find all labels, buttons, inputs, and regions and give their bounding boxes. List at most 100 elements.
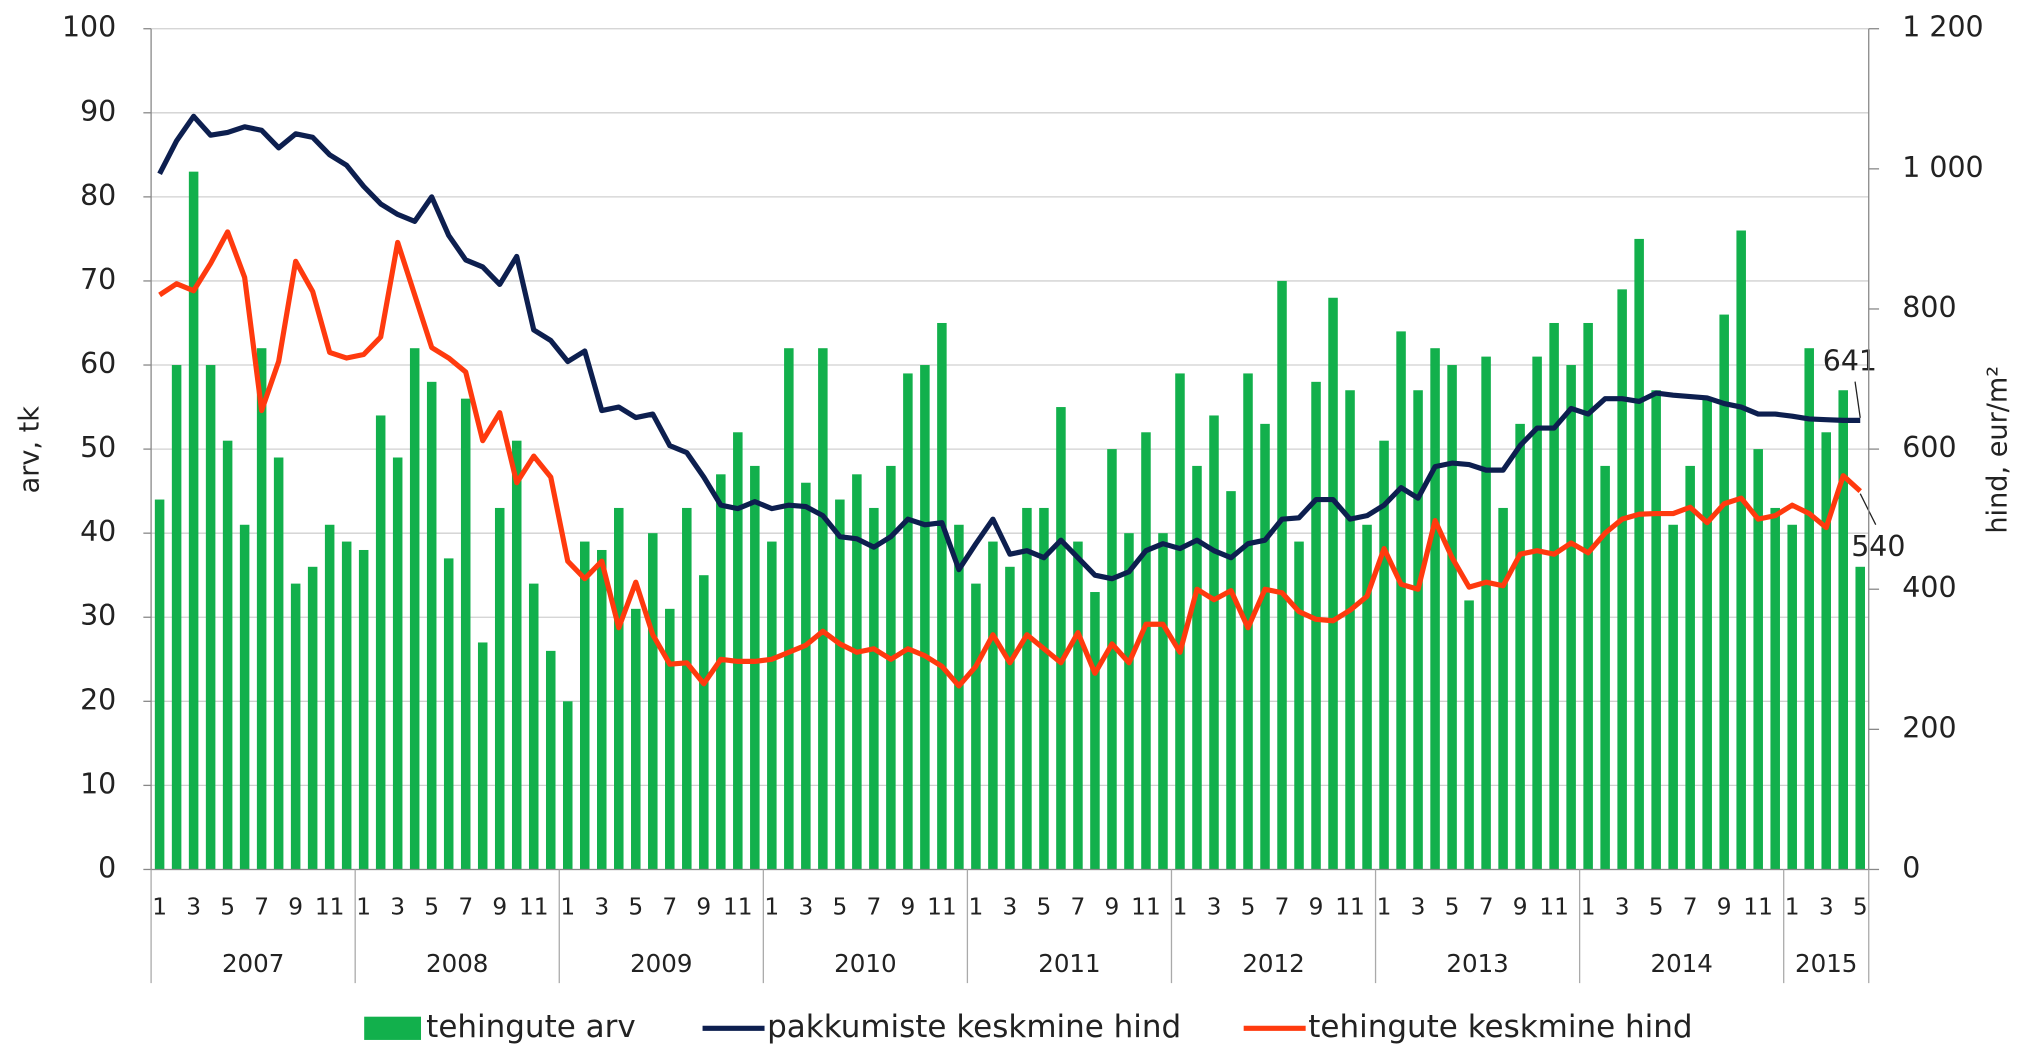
x-tick-label: 7	[866, 894, 881, 921]
x-tick-label: 5	[1037, 894, 1052, 921]
bar	[1039, 507, 1049, 870]
bar	[920, 365, 930, 870]
bar	[341, 541, 352, 870]
x-tick-label: 5	[1853, 894, 1868, 921]
bar	[1566, 365, 1576, 870]
x-tick-label: 5	[424, 894, 439, 921]
bar	[1311, 381, 1321, 870]
y-tick-label: 40	[80, 515, 116, 548]
bar	[1260, 423, 1270, 870]
bar	[1753, 449, 1763, 870]
bar	[477, 642, 488, 870]
y2-tick-label: 800	[1902, 291, 1956, 324]
year-label: 2014	[1650, 949, 1712, 978]
bar	[1362, 524, 1372, 870]
bar	[716, 474, 726, 870]
bar	[1277, 280, 1287, 870]
bar	[1515, 423, 1525, 870]
x-tick-label: 5	[1445, 894, 1460, 921]
year-label: 2008	[426, 949, 488, 978]
x-tick-label: 3	[1411, 894, 1426, 921]
x-tick-label: 3	[1819, 894, 1834, 921]
y-tick-label: 90	[80, 95, 116, 128]
x-tick-label: 11	[1131, 894, 1161, 921]
x-tick-label: 11	[927, 894, 957, 921]
year-label: 2007	[222, 949, 284, 978]
bar	[1345, 390, 1355, 870]
bar	[1838, 390, 1848, 870]
y-tick-label: 50	[80, 431, 116, 464]
bar	[375, 415, 386, 870]
x-tick-label: 9	[696, 894, 711, 921]
bar	[1005, 566, 1015, 870]
legend-label: tehingute arv	[426, 1009, 636, 1045]
bar	[1124, 533, 1134, 870]
bar	[869, 507, 879, 870]
y-tick-label: 20	[80, 683, 116, 716]
bar	[1821, 432, 1831, 870]
bar	[937, 322, 947, 870]
bar	[767, 541, 777, 870]
bar	[1719, 314, 1729, 870]
bar	[886, 465, 896, 870]
bar	[1430, 348, 1440, 870]
y-tick-label: 0	[98, 851, 116, 884]
year-label: 2013	[1446, 949, 1508, 978]
bar	[750, 465, 760, 870]
x-tick-label: 11	[1743, 894, 1773, 921]
year-label: 2009	[630, 949, 692, 978]
bar	[597, 549, 607, 870]
x-tick-label: 1	[764, 894, 779, 921]
bar	[460, 398, 471, 870]
year-label: 2011	[1038, 949, 1100, 978]
bar	[1447, 365, 1457, 870]
x-tick-label: 3	[186, 894, 201, 921]
x-tick-label: 9	[492, 894, 507, 921]
bar	[1226, 491, 1236, 870]
bar	[511, 440, 522, 870]
x-tick-label: 1	[1581, 894, 1596, 921]
bar	[1498, 507, 1508, 870]
x-tick-label: 9	[1309, 894, 1324, 921]
x-tick-label: 7	[254, 894, 269, 921]
bar	[682, 507, 692, 870]
x-tick-label: 7	[458, 894, 473, 921]
bar	[1464, 600, 1474, 870]
x-tick-label: 9	[1717, 894, 1732, 921]
y-tick-label: 100	[62, 11, 116, 44]
x-tick-label: 11	[1539, 894, 1569, 921]
bar	[1413, 390, 1423, 870]
bar	[1634, 238, 1644, 870]
bar	[171, 365, 182, 870]
bar	[1549, 322, 1559, 870]
bar	[562, 701, 573, 870]
bar	[801, 482, 811, 870]
y-tick-label: 80	[80, 179, 116, 212]
y2-tick-label: 0	[1902, 851, 1920, 884]
bar	[1379, 440, 1389, 870]
year-label: 2015	[1795, 949, 1857, 978]
bar	[528, 583, 539, 870]
x-tick-label: 3	[390, 894, 405, 921]
bar	[1617, 289, 1627, 870]
bar	[1107, 449, 1117, 870]
legend-label: pakkumiste keskmine hind	[767, 1009, 1181, 1045]
bar	[256, 348, 267, 870]
year-label: 2010	[834, 949, 896, 978]
x-tick-label: 1	[152, 894, 167, 921]
x-tick-label: 3	[798, 894, 813, 921]
bar	[1158, 533, 1168, 870]
bar	[222, 440, 233, 870]
x-tick-label: 7	[662, 894, 677, 921]
x-tick-label: 9	[288, 894, 303, 921]
bar	[1192, 465, 1202, 870]
bar	[733, 432, 743, 870]
x-tick-label: 3	[594, 894, 609, 921]
bar	[409, 348, 420, 870]
y2-tick-label: 400	[1902, 571, 1956, 604]
x-tick-label: 1	[356, 894, 371, 921]
y-tick-label: 60	[80, 347, 116, 380]
bar	[1668, 524, 1678, 870]
bar	[1396, 331, 1406, 870]
bar	[188, 171, 199, 870]
